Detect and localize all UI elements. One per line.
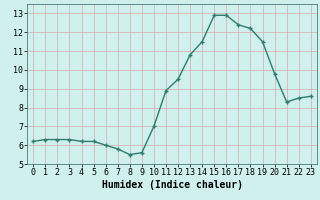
- X-axis label: Humidex (Indice chaleur): Humidex (Indice chaleur): [101, 180, 243, 190]
